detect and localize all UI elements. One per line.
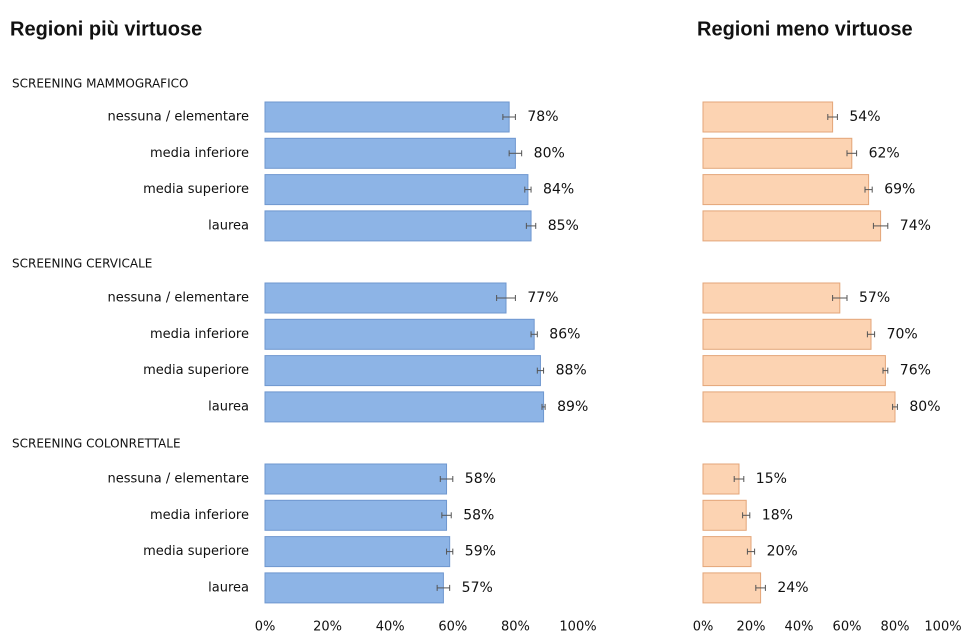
chart-title: Regioni meno virtuose — [697, 18, 913, 40]
bar — [702, 572, 762, 604]
bar — [702, 318, 872, 350]
y-tick-label: media inferiore — [150, 327, 249, 342]
y-tick-label: laurea — [208, 218, 249, 233]
data-label: 80% — [909, 399, 940, 415]
bar — [702, 101, 834, 133]
data-label: 57% — [859, 290, 890, 306]
y-tick-label: nessuna / elementare — [107, 110, 249, 125]
data-label: 77% — [527, 290, 558, 306]
y-tick-label: media inferiore — [150, 508, 249, 523]
bar — [264, 391, 545, 423]
x-tick-label: 100% — [559, 620, 596, 635]
x-tick-label: 20% — [737, 620, 766, 635]
group-label: SCREENING CERVICALE — [12, 257, 152, 271]
x-tick-label: 80% — [501, 620, 530, 635]
bar — [264, 536, 451, 568]
y-tick-label: nessuna / elementare — [107, 291, 249, 306]
bar — [702, 355, 886, 387]
data-label: 76% — [900, 363, 931, 379]
bar — [264, 463, 448, 495]
data-label: 58% — [463, 507, 494, 523]
x-tick-label: 40% — [785, 620, 814, 635]
chart-title: Regioni più virtuose — [10, 18, 202, 40]
x-tick-label: 60% — [833, 620, 862, 635]
bar — [702, 282, 841, 314]
bar — [264, 101, 510, 133]
y-tick-label: media superiore — [143, 182, 249, 197]
x-tick-label: 80% — [881, 620, 910, 635]
x-tick-label: 60% — [438, 620, 467, 635]
y-tick-label: laurea — [208, 399, 249, 414]
data-label: 59% — [465, 544, 496, 560]
bar — [264, 282, 507, 314]
bar — [264, 174, 529, 206]
x-tick-label: 20% — [313, 620, 342, 635]
bar — [264, 499, 448, 531]
bar — [264, 137, 516, 169]
x-tick-label: 100% — [924, 620, 961, 635]
data-label: 62% — [869, 145, 900, 161]
bar — [264, 355, 541, 387]
data-label: 58% — [465, 471, 496, 487]
data-label: 89% — [557, 399, 588, 415]
bar — [702, 391, 896, 423]
y-tick-label: laurea — [208, 580, 249, 595]
data-label: 74% — [900, 218, 931, 234]
data-label: 80% — [534, 145, 565, 161]
group-label: SCREENING MAMMOGRAFICO — [12, 77, 188, 91]
bar — [702, 210, 882, 242]
y-tick-label: media superiore — [143, 544, 249, 559]
y-tick-label: media superiore — [143, 363, 249, 378]
bar — [264, 318, 535, 350]
data-label: 57% — [462, 580, 493, 596]
bar — [264, 210, 532, 242]
bar — [702, 137, 853, 169]
data-label: 24% — [777, 580, 808, 596]
bar — [702, 463, 740, 495]
data-label: 86% — [549, 326, 580, 342]
data-label: 54% — [849, 109, 880, 125]
x-tick-label: 40% — [376, 620, 405, 635]
data-label: 84% — [543, 182, 574, 198]
data-label: 18% — [762, 507, 793, 523]
data-label: 78% — [527, 109, 558, 125]
data-label: 88% — [556, 363, 587, 379]
y-tick-label: nessuna / elementare — [107, 472, 249, 487]
y-tick-label: media inferiore — [150, 146, 249, 161]
bar — [702, 174, 870, 206]
bar — [264, 572, 444, 604]
data-label: 69% — [884, 182, 915, 198]
data-label: 70% — [887, 326, 918, 342]
data-label: 15% — [756, 471, 787, 487]
x-tick-label: 0% — [255, 620, 276, 635]
bar — [702, 499, 747, 531]
x-tick-label: 0% — [693, 620, 714, 635]
data-label: 85% — [548, 218, 579, 234]
data-label: 20% — [767, 544, 798, 560]
group-label: SCREENING COLONRETTALE — [12, 437, 181, 451]
bar — [702, 536, 752, 568]
